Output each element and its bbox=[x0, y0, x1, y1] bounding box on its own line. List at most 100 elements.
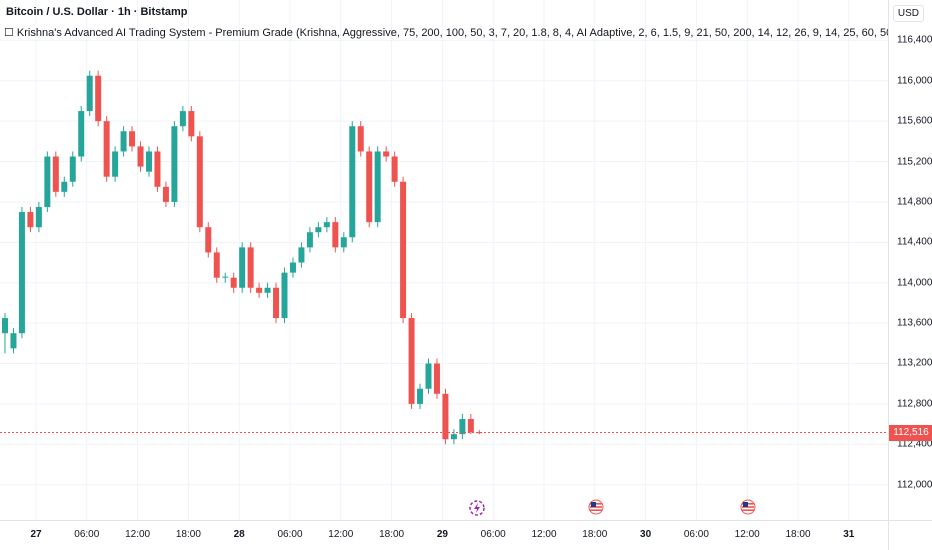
time-tick-label: 18:00 bbox=[785, 529, 811, 540]
candle-down bbox=[273, 287, 280, 319]
chart-plot[interactable] bbox=[0, 0, 888, 520]
time-tick-label: 30 bbox=[640, 529, 652, 540]
price-tick-label: 113,600 bbox=[897, 317, 932, 329]
price-tick-label: 112,000 bbox=[897, 479, 932, 491]
candle-up bbox=[18, 212, 25, 334]
candle-down bbox=[433, 363, 440, 394]
candle-down bbox=[213, 252, 220, 278]
currency-selector[interactable]: USD bbox=[892, 5, 924, 22]
price-tick-label: 112,400 bbox=[897, 438, 932, 450]
chart-area[interactable]: Bitcoin / U.S. Dollar · 1h · Bitstamp ☐ … bbox=[0, 0, 888, 520]
time-tick-label: 27 bbox=[30, 529, 42, 540]
candle-down bbox=[383, 151, 390, 157]
candle-up bbox=[459, 419, 466, 435]
candle-up bbox=[35, 206, 42, 228]
candle-down bbox=[400, 181, 407, 319]
time-tick-label: 18:00 bbox=[379, 529, 405, 540]
time-tick-label: 28 bbox=[233, 529, 245, 540]
candle-down bbox=[442, 393, 449, 440]
candle-up bbox=[306, 232, 313, 248]
candle-up bbox=[289, 262, 296, 273]
candle-down bbox=[129, 131, 136, 147]
price-axis[interactable]: USD 116,400 116,000 115,600 115,200 114,800 1… bbox=[888, 0, 932, 520]
grid-layer bbox=[0, 0, 888, 520]
candle-down bbox=[188, 111, 195, 137]
candle-up bbox=[349, 126, 356, 238]
price-tick-label: 112,800 bbox=[897, 398, 932, 410]
candle-up bbox=[281, 272, 288, 319]
time-tick-label: 12:00 bbox=[531, 529, 557, 540]
candle-down bbox=[256, 287, 263, 293]
price-tick-label: 114,000 bbox=[897, 277, 932, 289]
us-flag-event-icon[interactable] bbox=[740, 499, 756, 515]
indicator-error-line[interactable]: ☐ Krishna's Advanced AI Trading System -… bbox=[4, 27, 888, 39]
candle-down bbox=[154, 151, 161, 187]
time-axis[interactable]: 27 06:00 12:00 18:00 28 06:00 12:00 18:00 29 06:0… bbox=[0, 520, 888, 550]
candle-up bbox=[78, 111, 85, 157]
time-tick-label: 06:00 bbox=[74, 529, 100, 540]
candle-down bbox=[408, 318, 415, 404]
candle-up bbox=[340, 237, 347, 248]
candle-up bbox=[222, 276, 229, 278]
candle-down bbox=[137, 146, 144, 167]
candle-down bbox=[230, 277, 237, 288]
candle-down bbox=[476, 432, 483, 434]
candle-down bbox=[357, 126, 364, 152]
time-tick-label: 06:00 bbox=[277, 529, 303, 540]
time-tick-label: 12:00 bbox=[328, 529, 354, 540]
candle-up bbox=[2, 318, 8, 334]
candle-up bbox=[44, 156, 51, 207]
candle-up bbox=[239, 247, 246, 288]
candle-up bbox=[10, 333, 17, 349]
candle-up bbox=[179, 111, 186, 127]
candle-down bbox=[103, 121, 110, 177]
candle-up bbox=[264, 287, 271, 293]
candle-up bbox=[69, 156, 76, 182]
candle-up bbox=[374, 151, 381, 223]
candle-down bbox=[391, 156, 398, 182]
chart-title: Bitcoin / U.S. Dollar · 1h · Bitstamp bbox=[6, 6, 188, 18]
time-tick-label: 12:00 bbox=[125, 529, 151, 540]
price-tick-label: 115,600 bbox=[897, 115, 932, 127]
candle-down bbox=[205, 227, 212, 253]
candle-up bbox=[450, 434, 457, 440]
candle-up bbox=[417, 388, 424, 404]
candle-down bbox=[52, 156, 59, 192]
time-tick-label: 18:00 bbox=[582, 529, 608, 540]
price-tick-label: 113,200 bbox=[897, 357, 932, 369]
price-tick-label: 114,400 bbox=[897, 236, 932, 248]
candle-up bbox=[315, 227, 322, 233]
candle-up bbox=[425, 363, 432, 389]
time-tick-label: 31 bbox=[843, 529, 855, 540]
candle-down bbox=[95, 75, 102, 122]
price-tick-label: 115,200 bbox=[897, 156, 932, 168]
candle-layer bbox=[2, 70, 483, 445]
time-tick-label: 06:00 bbox=[480, 529, 506, 540]
price-tick-label: 114,800 bbox=[897, 196, 932, 208]
candle-up bbox=[61, 181, 68, 192]
candle-up bbox=[298, 247, 305, 263]
time-tick-label: 18:00 bbox=[175, 529, 201, 540]
candle-up bbox=[171, 126, 178, 202]
candle-down bbox=[247, 247, 254, 288]
time-tick-label: 12:00 bbox=[734, 529, 760, 540]
candle-down bbox=[27, 212, 34, 228]
candle-down bbox=[332, 222, 339, 248]
candle-down bbox=[196, 136, 203, 228]
candle-down bbox=[162, 186, 169, 202]
candle-up bbox=[120, 131, 127, 152]
candle-up bbox=[323, 222, 330, 228]
us-flag-event-icon[interactable] bbox=[588, 499, 604, 515]
earnings-event-icon[interactable] bbox=[468, 499, 486, 517]
candle-up bbox=[145, 151, 152, 172]
time-tick-label: 06:00 bbox=[683, 529, 709, 540]
price-tick-label: 116,000 bbox=[897, 75, 932, 87]
candle-down bbox=[467, 419, 474, 433]
price-tick-label: 116,400 bbox=[897, 34, 932, 46]
time-tick-label: 29 bbox=[436, 529, 448, 540]
candle-up bbox=[112, 151, 119, 177]
candle-down bbox=[366, 151, 373, 223]
candle-up bbox=[86, 75, 93, 112]
last-price-tag: 112,516 bbox=[889, 424, 932, 441]
axis-corner bbox=[888, 520, 932, 550]
